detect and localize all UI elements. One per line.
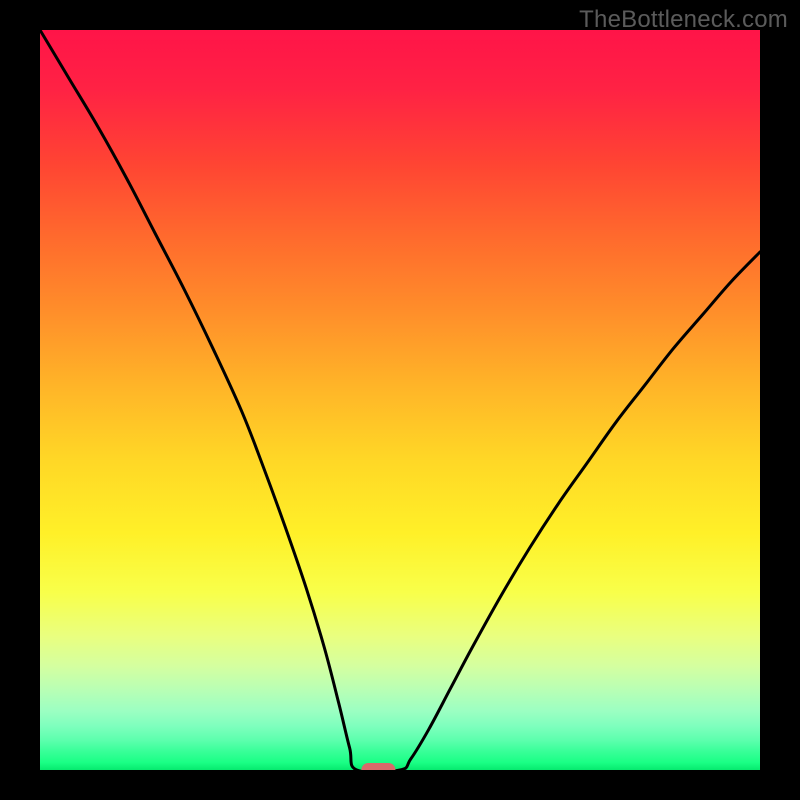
bottleneck-chart xyxy=(0,0,800,800)
plot-area xyxy=(40,30,760,777)
heat-gradient-background xyxy=(40,30,760,770)
chart-stage: TheBottleneck.com xyxy=(0,0,800,800)
watermark-text: TheBottleneck.com xyxy=(579,6,788,34)
